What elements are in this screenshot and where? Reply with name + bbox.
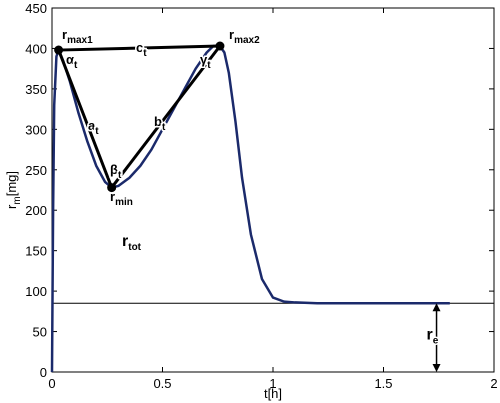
point-label-sub: max1 xyxy=(67,35,93,46)
extremum-point xyxy=(54,45,64,55)
angle-label-sub: t xyxy=(118,170,122,181)
y-tick-label: 300 xyxy=(25,122,47,137)
x-tick-label: 0.5 xyxy=(153,376,171,391)
y-tick-label: 450 xyxy=(25,1,47,16)
y-tick-label: 400 xyxy=(25,41,47,56)
angle-label-base: γ xyxy=(200,52,208,67)
angle-label-base: β xyxy=(110,162,118,177)
angle-label: βt xyxy=(110,162,122,181)
angle-label: αt xyxy=(66,52,78,71)
y-tick-label: 250 xyxy=(25,163,47,178)
arrow-head xyxy=(432,364,441,372)
edge-label-sub: t xyxy=(162,122,166,133)
point-label: rmax1 xyxy=(62,27,93,46)
y-tick-label: 350 xyxy=(25,82,47,97)
point-label-base: r xyxy=(62,27,67,42)
point-label: rmin xyxy=(110,189,133,208)
edge-label-base: c xyxy=(136,40,143,55)
y-axis-label-base: r xyxy=(4,204,19,209)
point-label-sub: min xyxy=(115,197,133,208)
total-label-sub: tot xyxy=(128,242,141,253)
y-axis-label-unit: [mg] xyxy=(4,171,19,196)
y-axis-label: rm[mg] xyxy=(4,171,23,209)
angle-label-base: α xyxy=(66,52,74,67)
x-axis-label: t[h] xyxy=(264,386,282,401)
triangle-edge xyxy=(57,49,114,189)
y-tick-label: 200 xyxy=(25,203,47,218)
y-tick-label: 50 xyxy=(33,325,47,340)
x-tick-label: 1 xyxy=(269,376,276,391)
point-label-base: r xyxy=(110,189,115,204)
edge-label: bt xyxy=(154,114,166,133)
angle-label: γt xyxy=(200,52,211,71)
edge-label-sub: t xyxy=(95,126,99,137)
x-tick-label: 0 xyxy=(48,376,55,391)
arrow-head xyxy=(432,303,441,312)
edge-label-base: b xyxy=(154,114,162,129)
point-label-sub: max2 xyxy=(234,35,260,46)
threshold-label-base: r xyxy=(427,327,433,344)
extremum-point xyxy=(107,183,117,193)
edge-label-sub: t xyxy=(143,48,147,59)
y-axis-label-sub: m xyxy=(12,196,23,204)
x-tick-label: 2 xyxy=(490,376,497,391)
threshold-label-sub: e xyxy=(433,336,439,347)
y-tick-label: 150 xyxy=(25,244,47,259)
threshold-label: re xyxy=(427,327,439,347)
triangle-edge xyxy=(110,45,222,189)
point-label-base: r xyxy=(229,27,234,42)
y-tick-label: 0 xyxy=(40,365,47,380)
x-tick-label: 1.5 xyxy=(374,376,392,391)
angle-label-sub: t xyxy=(207,60,211,71)
angle-label-sub: t xyxy=(74,60,78,71)
edge-label: at xyxy=(88,118,99,137)
triangle-edge xyxy=(58,44,220,52)
plot-area xyxy=(51,7,495,373)
extremum-point xyxy=(215,41,225,51)
total-label: rtot xyxy=(122,233,142,253)
total-label-base: r xyxy=(122,233,128,250)
point-label: rmax2 xyxy=(229,27,260,46)
edge-label: ct xyxy=(136,40,147,59)
y-tick-label: 100 xyxy=(25,284,47,299)
edge-label-base: a xyxy=(88,118,96,133)
